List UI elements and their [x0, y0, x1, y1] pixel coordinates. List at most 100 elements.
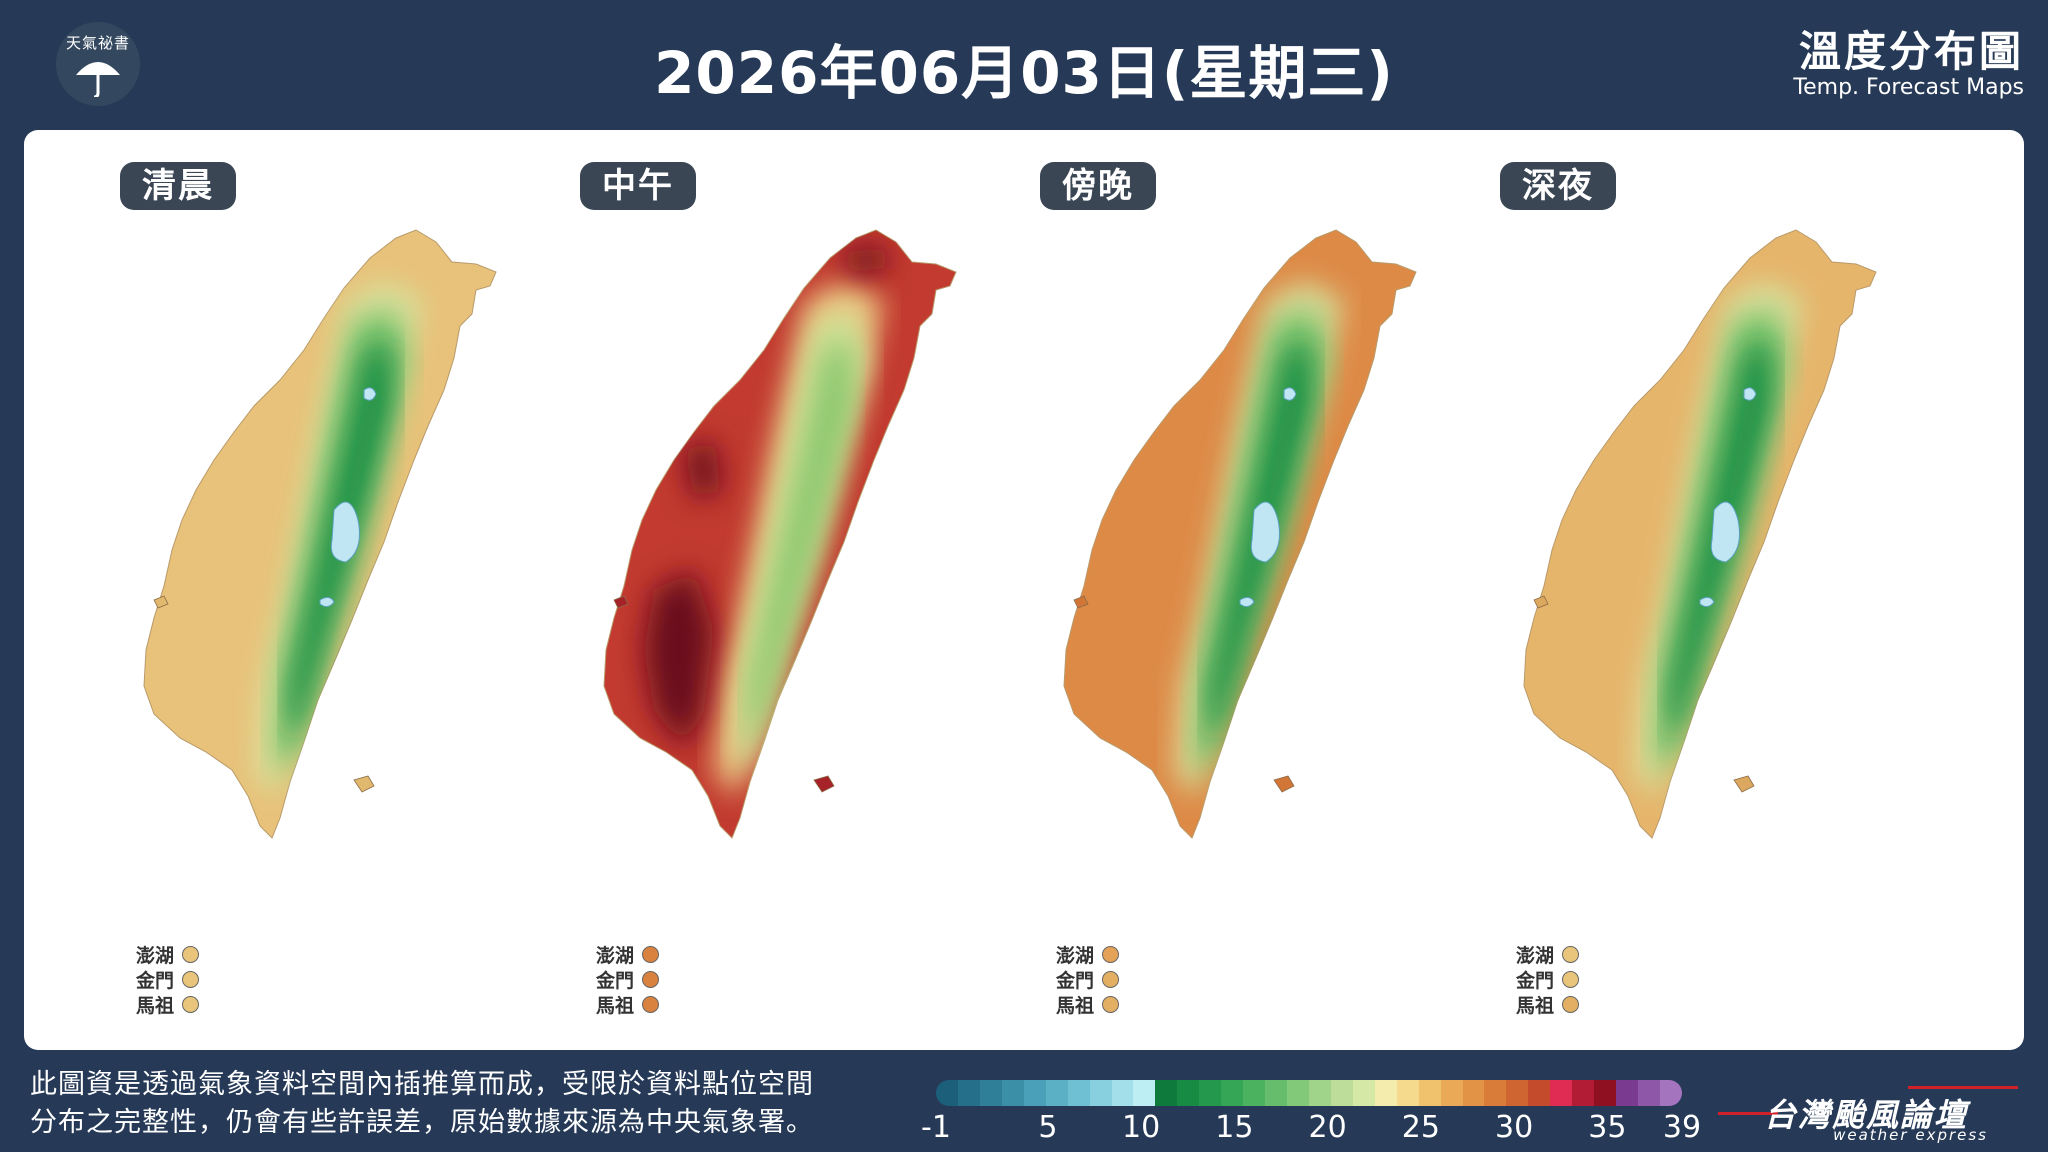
- color-swatch: [1177, 1080, 1200, 1106]
- color-swatch: [1396, 1080, 1419, 1106]
- color-swatch: [1506, 1080, 1529, 1106]
- time-label: 傍晚: [1040, 162, 1156, 210]
- color-swatch: [1418, 1080, 1441, 1106]
- island-dot: [642, 971, 660, 988]
- temp-map-night: 深夜澎湖金門馬祖: [1424, 130, 1924, 1050]
- color-swatch: [1133, 1080, 1156, 1106]
- forum-subname: weather express: [1833, 1126, 1988, 1144]
- taiwan-map: [603, 229, 957, 839]
- time-label: 深夜: [1500, 162, 1616, 210]
- island-row: 馬祖: [596, 992, 660, 1017]
- map-panel: 清晨 澎湖 金門 馬祖 中午 澎湖 金門 馬祖 傍晚 澎湖 金門 馬祖 深夜 澎湖 金門 馬祖: [24, 130, 2024, 1050]
- disclaimer: 此圖資是透過氣象資料空間內插推算而成，受限於資料點位空間 分布之完整性，仍會有些…: [30, 1066, 930, 1142]
- color-swatch: [1528, 1080, 1551, 1106]
- temp-map-noon: 中午澎湖金門馬祖: [504, 130, 1004, 1050]
- scale-tick: 10: [1122, 1110, 1161, 1145]
- island-dot: [182, 996, 200, 1013]
- disclaimer-line-1: 此圖資是透過氣象資料空間內插推算而成，受限於資料點位空間: [30, 1069, 814, 1100]
- forum-name: 台灣颱風論壇: [1763, 1096, 1968, 1134]
- color-swatch: [979, 1080, 1002, 1106]
- island-name: 馬祖: [1516, 995, 1555, 1017]
- island-dot: [642, 946, 660, 963]
- color-swatch: [1265, 1080, 1287, 1106]
- island-name: 馬祖: [136, 995, 175, 1017]
- forum-line-top: [1908, 1086, 2018, 1089]
- logo-text: 天氣祕書: [65, 34, 130, 52]
- page-title: 2026年06月03日(星期三): [654, 39, 1394, 107]
- temp-map-evening: 傍晚澎湖金門馬祖: [964, 130, 1464, 1050]
- island-name: 澎湖: [1516, 945, 1555, 967]
- brand-subtitle: Temp. Forecast Maps: [1793, 75, 2024, 100]
- island-dot: [1562, 971, 1580, 988]
- scale-tick: 25: [1401, 1110, 1440, 1145]
- time-label: 清晨: [120, 162, 236, 210]
- scale-tick: 35: [1588, 1110, 1627, 1145]
- color-swatch: [1287, 1080, 1309, 1106]
- island-name: 金門: [1056, 970, 1095, 992]
- color-swatch: [1111, 1080, 1134, 1106]
- island-row: 馬祖: [1516, 992, 1580, 1017]
- time-label: 中午: [580, 162, 696, 210]
- taiwan-map: [143, 229, 497, 839]
- brand: 溫度分布圖 Temp. Forecast Maps: [1793, 28, 2024, 100]
- color-swatch: [1638, 1080, 1660, 1106]
- island-dot: [1562, 996, 1580, 1013]
- taiwan-map: [1063, 229, 1417, 839]
- island-row: 澎湖: [1056, 942, 1120, 967]
- scale-tick: 20: [1308, 1110, 1347, 1145]
- color-swatch: [1067, 1080, 1090, 1106]
- color-swatch: [1659, 1080, 1682, 1106]
- color-swatch: [1352, 1080, 1375, 1106]
- island-name: 澎湖: [136, 945, 175, 967]
- color-swatch: [1550, 1080, 1573, 1106]
- island-row: 馬祖: [1056, 992, 1120, 1017]
- island-row: 金門: [136, 967, 200, 992]
- forum-logo: 台灣颱風論壇 weather express: [1718, 1082, 2018, 1144]
- scale-tick: 39: [1662, 1110, 1702, 1145]
- scale-tick: 30: [1495, 1110, 1534, 1145]
- color-swatch: [1023, 1080, 1046, 1106]
- island-dot: [1102, 996, 1120, 1013]
- island-dot: [1102, 971, 1120, 988]
- island-row: 澎湖: [596, 942, 660, 967]
- temp-map-morning: 清晨澎湖 金門馬祖: [44, 130, 544, 1050]
- offshore-islands: 澎湖 金門 馬祖: [1516, 942, 1580, 1017]
- island-name: 馬祖: [596, 995, 635, 1017]
- color-swatch: [1440, 1080, 1463, 1106]
- island-dot: [182, 971, 200, 988]
- disclaimer-line-2: 分布之完整性，仍會有些許誤差，原始數據來源為中央氣象署。: [30, 1107, 814, 1138]
- offshore-islands: 澎湖 金門 馬祖: [596, 942, 660, 1017]
- island-name: 金門: [1516, 970, 1555, 992]
- island-dot: [642, 996, 660, 1013]
- island-row: 金門: [596, 967, 660, 992]
- color-swatch: [1089, 1080, 1112, 1106]
- scale-tick: 15: [1215, 1110, 1254, 1145]
- island-dot: [182, 946, 200, 963]
- scale-tick: -1: [921, 1110, 951, 1145]
- color-swatch: [1462, 1080, 1485, 1106]
- color-swatch: [957, 1080, 980, 1106]
- island-row: 澎湖: [136, 942, 200, 967]
- island-row: 金門: [1516, 967, 1580, 992]
- umbrella-icon: [76, 62, 120, 97]
- color-swatch: [1155, 1080, 1178, 1106]
- color-scale: -1 5 10 15 20 25 30 35 39: [921, 1080, 1701, 1150]
- brand-title: 溫度分布圖: [1798, 27, 2024, 76]
- color-swatch: [1001, 1080, 1024, 1106]
- color-bar: [936, 1080, 1682, 1106]
- island-name: 金門: [596, 970, 635, 992]
- color-swatch: [1572, 1080, 1595, 1106]
- color-swatch: [936, 1080, 958, 1106]
- scale-ticks: -1 5 10 15 20 25 30 35 39: [921, 1110, 1701, 1150]
- color-swatch: [1045, 1080, 1068, 1106]
- color-swatch: [1594, 1080, 1617, 1106]
- color-swatch: [1374, 1080, 1397, 1106]
- island-name: 澎湖: [1056, 945, 1095, 967]
- offshore-islands: 澎湖 金門 馬祖: [1056, 942, 1120, 1017]
- taiwan-map: [1523, 229, 1877, 839]
- color-swatch: [1199, 1080, 1222, 1106]
- island-name: 馬祖: [1056, 995, 1095, 1017]
- color-swatch: [1243, 1080, 1266, 1106]
- island-row: 馬祖: [136, 992, 200, 1017]
- color-swatch: [1484, 1080, 1507, 1106]
